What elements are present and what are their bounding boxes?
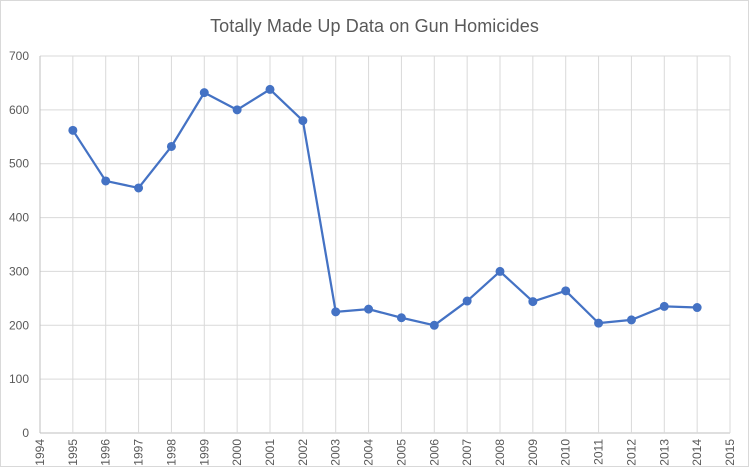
data-point-marker bbox=[692, 303, 702, 313]
data-point-marker bbox=[199, 88, 209, 98]
x-tick-label: 2001 bbox=[263, 439, 277, 466]
x-tick-label: 2003 bbox=[329, 439, 343, 466]
data-point-marker bbox=[429, 320, 439, 330]
data-point-marker bbox=[68, 125, 78, 135]
data-point-marker bbox=[528, 297, 538, 307]
x-tick-label: 2000 bbox=[230, 439, 244, 466]
data-point-marker bbox=[626, 315, 636, 325]
data-series bbox=[68, 84, 702, 330]
data-point-marker bbox=[561, 286, 571, 296]
x-tick-label: 2008 bbox=[493, 439, 507, 466]
x-tick-label: 1996 bbox=[99, 439, 113, 466]
data-point-marker bbox=[495, 266, 505, 276]
y-tick-label: 200 bbox=[9, 318, 29, 332]
y-tick-label: 600 bbox=[9, 103, 29, 117]
data-point-marker bbox=[659, 301, 669, 311]
x-tick-label: 2013 bbox=[657, 439, 671, 466]
x-tick-label: 2002 bbox=[296, 439, 310, 466]
x-tick-label: 1999 bbox=[197, 439, 211, 466]
x-tick-label: 2014 bbox=[690, 439, 704, 466]
chart-title: Totally Made Up Data on Gun Homicides bbox=[210, 16, 539, 36]
x-axis-ticks: 1994 1995 1996 1997 1998 1999 2000 2001 2002 2003… bbox=[33, 439, 737, 466]
data-point-marker bbox=[265, 84, 275, 94]
data-point-marker bbox=[594, 318, 604, 328]
y-axis-ticks: 0 100 200 300 400 500 600 700 bbox=[9, 49, 29, 440]
data-point-marker bbox=[298, 116, 308, 126]
data-point-marker bbox=[396, 313, 406, 323]
x-tick-label: 2012 bbox=[624, 439, 638, 466]
y-tick-label: 700 bbox=[9, 49, 29, 63]
y-tick-label: 100 bbox=[9, 372, 29, 386]
y-tick-label: 400 bbox=[9, 211, 29, 225]
x-tick-label: 2005 bbox=[394, 439, 408, 466]
x-tick-label: 2015 bbox=[723, 439, 737, 466]
data-point-marker bbox=[462, 296, 472, 306]
x-tick-label: 1994 bbox=[33, 439, 47, 466]
x-tick-label: 2006 bbox=[427, 439, 441, 466]
y-tick-label: 500 bbox=[9, 157, 29, 171]
data-point-marker bbox=[166, 141, 176, 151]
data-point-marker bbox=[134, 183, 144, 193]
data-point-marker bbox=[101, 176, 111, 186]
x-tick-label: 2009 bbox=[526, 439, 540, 466]
x-tick-label: 2004 bbox=[362, 439, 376, 466]
x-tick-label: 1997 bbox=[132, 439, 146, 466]
data-point-marker bbox=[232, 105, 242, 115]
x-tick-label: 2010 bbox=[559, 439, 573, 466]
gridlines bbox=[39, 55, 731, 434]
x-tick-label: 1998 bbox=[164, 439, 178, 466]
x-tick-label: 1995 bbox=[66, 439, 80, 466]
data-point-marker bbox=[364, 304, 374, 314]
x-tick-label: 2011 bbox=[592, 439, 606, 465]
series-line bbox=[71, 88, 698, 327]
y-tick-label: 300 bbox=[9, 264, 29, 278]
y-tick-label: 0 bbox=[22, 426, 29, 440]
x-tick-label: 2007 bbox=[460, 439, 474, 466]
data-point-marker bbox=[331, 307, 341, 317]
